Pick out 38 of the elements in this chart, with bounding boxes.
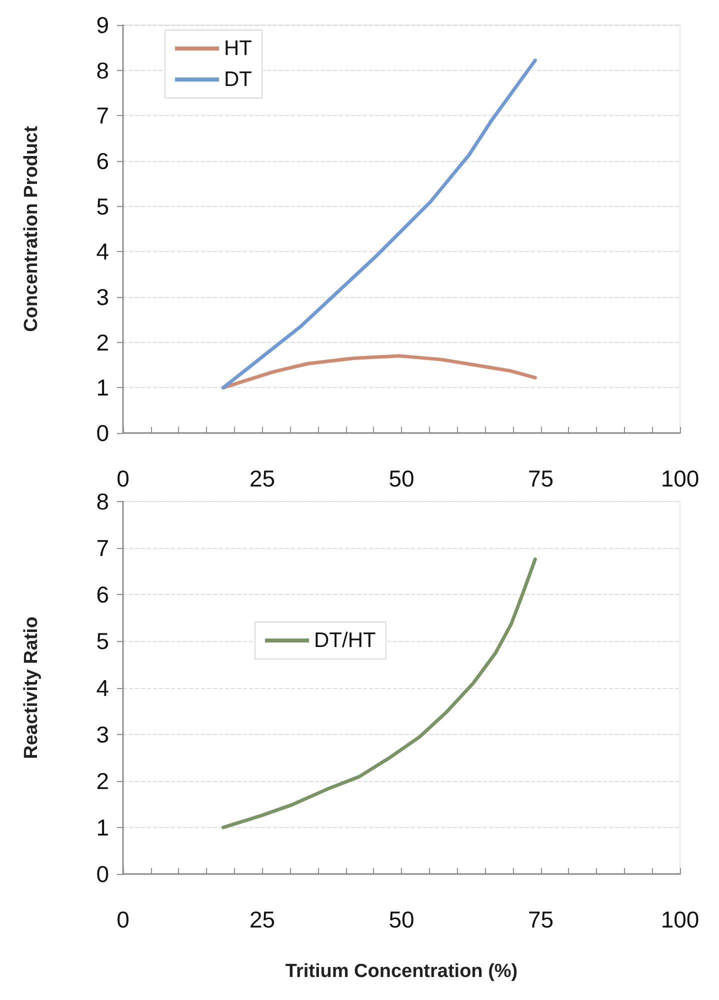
x-tick-label: 50 bbox=[388, 906, 414, 932]
legend-label: DT bbox=[224, 68, 252, 91]
y-tick-label: 1 bbox=[96, 814, 109, 840]
y-tick-label: 8 bbox=[96, 57, 109, 84]
y-axis-title: Reactivity Ratio bbox=[21, 616, 42, 760]
y-tick-label: 2 bbox=[96, 329, 109, 356]
line-series bbox=[222, 354, 537, 390]
y-tick-label: 6 bbox=[96, 148, 109, 174]
y-tick-label: 4 bbox=[96, 238, 110, 265]
y-tick-label: 9 bbox=[96, 12, 109, 38]
x-axis-title: Tritium Concentration (%) bbox=[285, 961, 518, 982]
y-axis-title: Concentration Product bbox=[21, 125, 42, 332]
y-tick-label: 7 bbox=[96, 102, 109, 129]
y-tick-label: 0 bbox=[96, 861, 109, 887]
y-tick-label: 8 bbox=[96, 488, 109, 514]
x-tick-label: 100 bbox=[660, 466, 700, 492]
y-tick-label: 5 bbox=[96, 628, 109, 654]
y-tick-label: 7 bbox=[96, 535, 109, 562]
x-tick-label: 0 bbox=[116, 466, 130, 492]
y-tick-label: 3 bbox=[96, 721, 109, 748]
x-tick-label: 25 bbox=[249, 906, 276, 932]
y-tick-label: 5 bbox=[96, 193, 109, 220]
y-tick-label: 6 bbox=[96, 582, 109, 608]
y-tick-label: 4 bbox=[96, 674, 110, 701]
line-series bbox=[222, 557, 537, 830]
x-tick-label: 25 bbox=[249, 466, 276, 492]
line-series bbox=[222, 58, 537, 390]
x-tick-label: 0 bbox=[116, 906, 130, 932]
y-tick-label: 2 bbox=[96, 768, 109, 794]
y-tick-label: 3 bbox=[96, 284, 109, 310]
y-tick-label: 1 bbox=[96, 374, 109, 401]
y-tick-label: 0 bbox=[96, 420, 109, 446]
x-tick-label: 75 bbox=[528, 906, 554, 932]
x-tick-label: 100 bbox=[660, 906, 700, 932]
x-tick-label: 75 bbox=[528, 466, 554, 492]
legend-label: DT/HT bbox=[314, 629, 376, 652]
legend-label: HT bbox=[224, 37, 252, 60]
x-tick-label: 50 bbox=[388, 466, 414, 492]
